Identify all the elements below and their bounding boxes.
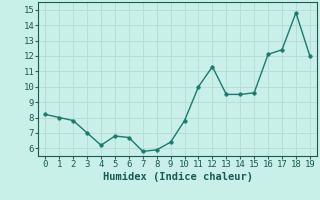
X-axis label: Humidex (Indice chaleur): Humidex (Indice chaleur) xyxy=(103,172,252,182)
